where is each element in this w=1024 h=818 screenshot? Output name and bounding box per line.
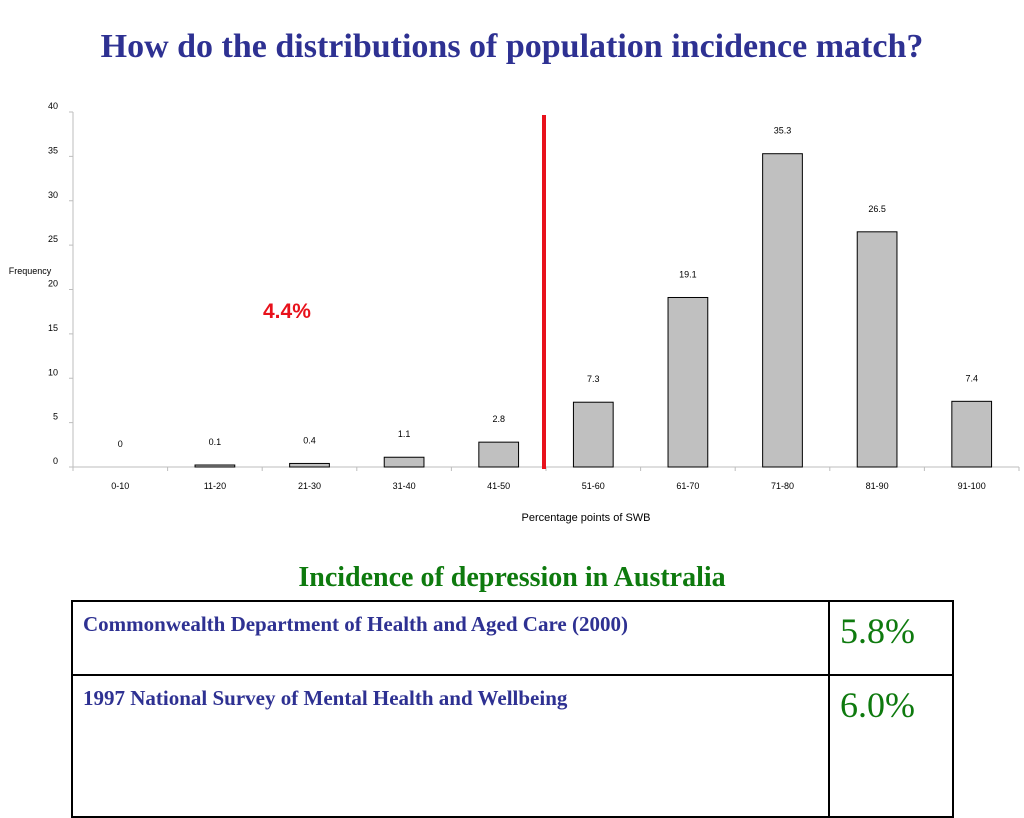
source-cell: 1997 National Survey of Mental Health an… <box>71 674 830 818</box>
table-row: Commonwealth Department of Health and Ag… <box>71 600 954 676</box>
y-axis-title: Frequency <box>9 266 52 276</box>
source-cell: Commonwealth Department of Health and Ag… <box>71 600 830 676</box>
x-tick-label: 71-80 <box>771 481 794 491</box>
y-tick-label: 40 <box>48 101 58 111</box>
y-tick-label: 30 <box>48 190 58 200</box>
x-tick-label: 41-50 <box>487 481 510 491</box>
table-row: 1997 National Survey of Mental Health an… <box>71 674 954 818</box>
y-tick-label: 5 <box>53 412 58 422</box>
rate-cell: 5.8% <box>828 600 954 676</box>
bar <box>667 296 709 468</box>
rate-cell: 6.0% <box>828 674 954 818</box>
y-tick-label: 15 <box>48 323 58 333</box>
slide-title: How do the distributions of population i… <box>100 28 924 65</box>
value-label: 19.1 <box>679 269 697 279</box>
incidence-table: Commonwealth Department of Health and Ag… <box>71 600 954 818</box>
value-label: 0.1 <box>209 437 222 447</box>
x-tick-label: 21-30 <box>298 481 321 491</box>
y-tick-label: 20 <box>48 279 58 289</box>
bar <box>289 462 330 468</box>
value-label: 26.5 <box>868 204 886 214</box>
bar <box>478 441 520 468</box>
x-tick-label: 31-40 <box>393 481 416 491</box>
threshold-annotation: 4.4% <box>263 300 311 323</box>
bar <box>194 464 236 468</box>
bar-chart: 0 5 10 15 20 25 30 35 40 0 0-10 0.1 11-20 0.4 21-30 1.1… <box>9 101 1020 524</box>
value-label: 2.8 <box>492 414 505 424</box>
x-tick-label: 61-70 <box>676 481 699 491</box>
value-label: 1.1 <box>398 429 411 439</box>
y-tick-label: 0 <box>53 456 58 466</box>
value-label: 0.4 <box>303 435 316 445</box>
bar <box>762 153 803 468</box>
value-label: 35.3 <box>774 126 792 136</box>
x-tick-label: 11-20 <box>204 481 226 491</box>
bar <box>383 456 425 468</box>
x-axis-title: Percentage points of SWB <box>521 512 650 524</box>
x-tick-label: 0-10 <box>111 481 129 491</box>
y-tick-label: 25 <box>48 234 58 244</box>
value-label: 0 <box>118 439 123 449</box>
value-label: 7.4 <box>965 373 978 383</box>
x-tick-label: 51-60 <box>582 481 605 491</box>
bar <box>951 400 993 468</box>
x-tick-label: 81-90 <box>866 481 889 491</box>
bar <box>856 231 898 468</box>
bar <box>572 401 614 468</box>
table-title: Incidence of depression in Australia <box>298 562 726 593</box>
value-label: 7.3 <box>587 374 600 384</box>
y-tick-label: 10 <box>48 367 58 377</box>
y-tick-label: 35 <box>48 145 58 155</box>
x-tick-label: 91-100 <box>958 481 986 491</box>
